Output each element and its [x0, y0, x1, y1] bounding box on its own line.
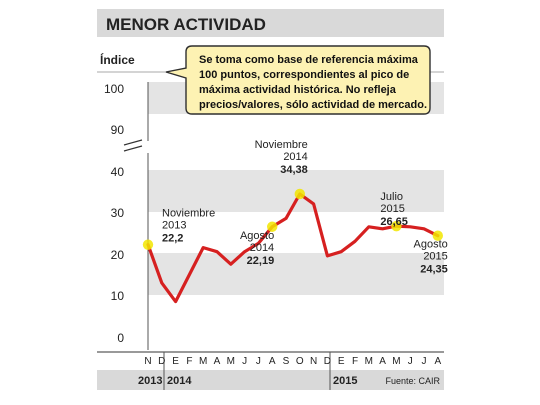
- annotation-label: Noviembre: [162, 208, 215, 220]
- annotation-label: Agosto: [414, 239, 448, 251]
- y-tick-label: 40: [111, 165, 125, 179]
- callout-line: 100 puntos, correspondientes al pico de: [199, 69, 409, 81]
- data-label: 34,38: [280, 164, 308, 176]
- chart-title: MENOR ACTIVIDAD: [106, 15, 266, 34]
- x-tick-label: A: [434, 356, 441, 367]
- year-label-2013: 2013: [138, 375, 162, 387]
- data-label: 24,35: [420, 264, 448, 276]
- x-tick-label: M: [227, 356, 235, 367]
- callout-shape: [165, 45, 431, 115]
- data-label: 22,19: [247, 255, 275, 267]
- axis-break-icon: [123, 139, 143, 152]
- x-tick-label: F: [186, 356, 192, 367]
- y-tick-label: 0: [117, 331, 124, 345]
- annotation-label: 2013: [162, 220, 186, 232]
- annotation-label: Julio: [380, 191, 403, 203]
- annotation-label: 2014: [283, 151, 307, 163]
- y-tick-label: 30: [111, 206, 125, 220]
- year-label-2014: 2014: [167, 375, 192, 387]
- series-group: [142, 188, 443, 304]
- data-point-marker: [142, 239, 154, 250]
- x-tick-label: F: [352, 356, 358, 367]
- x-tick-label: A: [269, 356, 276, 367]
- source-note: Fuente: CAIR: [385, 376, 440, 386]
- y-tick-label: 20: [111, 248, 125, 262]
- x-tick-label: J: [422, 356, 427, 367]
- annotation-label: 2014: [250, 242, 274, 254]
- x-tick-label: O: [296, 356, 304, 367]
- x-tick-label: J: [256, 356, 261, 367]
- data-point-marker: [432, 230, 443, 241]
- x-tick-label: M: [365, 356, 373, 367]
- x-tick-label: M: [392, 356, 400, 367]
- annotation-label: Noviembre: [255, 139, 308, 151]
- x-tick-label: S: [283, 356, 290, 367]
- x-tick-label: M: [199, 356, 207, 367]
- year-band: [97, 370, 444, 390]
- data-point-marker: [267, 221, 278, 232]
- data-point-marker: [294, 188, 305, 200]
- annotation-label: 2015: [423, 251, 447, 263]
- callout-line: Se toma como base de referencia máxima: [199, 54, 419, 66]
- band-10-20: [148, 253, 444, 295]
- year-label-2015: 2015: [333, 375, 357, 387]
- callout-line: máxima actividad histórica. No refleja: [199, 84, 397, 96]
- annotation-label: Agosto: [240, 230, 274, 242]
- callout-bubble: Se toma como base de referencia máxima 1…: [165, 45, 431, 115]
- x-tick-label: J: [408, 356, 413, 367]
- x-tick-label: N: [144, 356, 151, 367]
- x-tick-label: D: [324, 356, 331, 367]
- data-point-marker: [391, 220, 402, 232]
- x-tick-label: N: [310, 356, 317, 367]
- y-axis-label: Índice: [100, 52, 135, 67]
- x-tick-label: J: [242, 356, 247, 367]
- x-tick-label: D: [158, 356, 165, 367]
- data-label: 22,2: [162, 233, 183, 245]
- x-tick-label: E: [172, 356, 179, 367]
- series-line: [146, 192, 440, 304]
- x-tick-label: E: [338, 356, 345, 367]
- annotation-label: 2015: [380, 203, 404, 215]
- y-tick-label: 90: [111, 123, 125, 137]
- y-tick-label: 100: [104, 82, 124, 96]
- header-band: [97, 9, 444, 37]
- data-label: 26,65: [380, 216, 408, 228]
- callout-line: precios/valores, sólo actividad de merca…: [199, 99, 427, 111]
- x-tick-label: A: [379, 356, 386, 367]
- x-tick-label: A: [214, 356, 221, 367]
- y-tick-label: 10: [111, 289, 125, 303]
